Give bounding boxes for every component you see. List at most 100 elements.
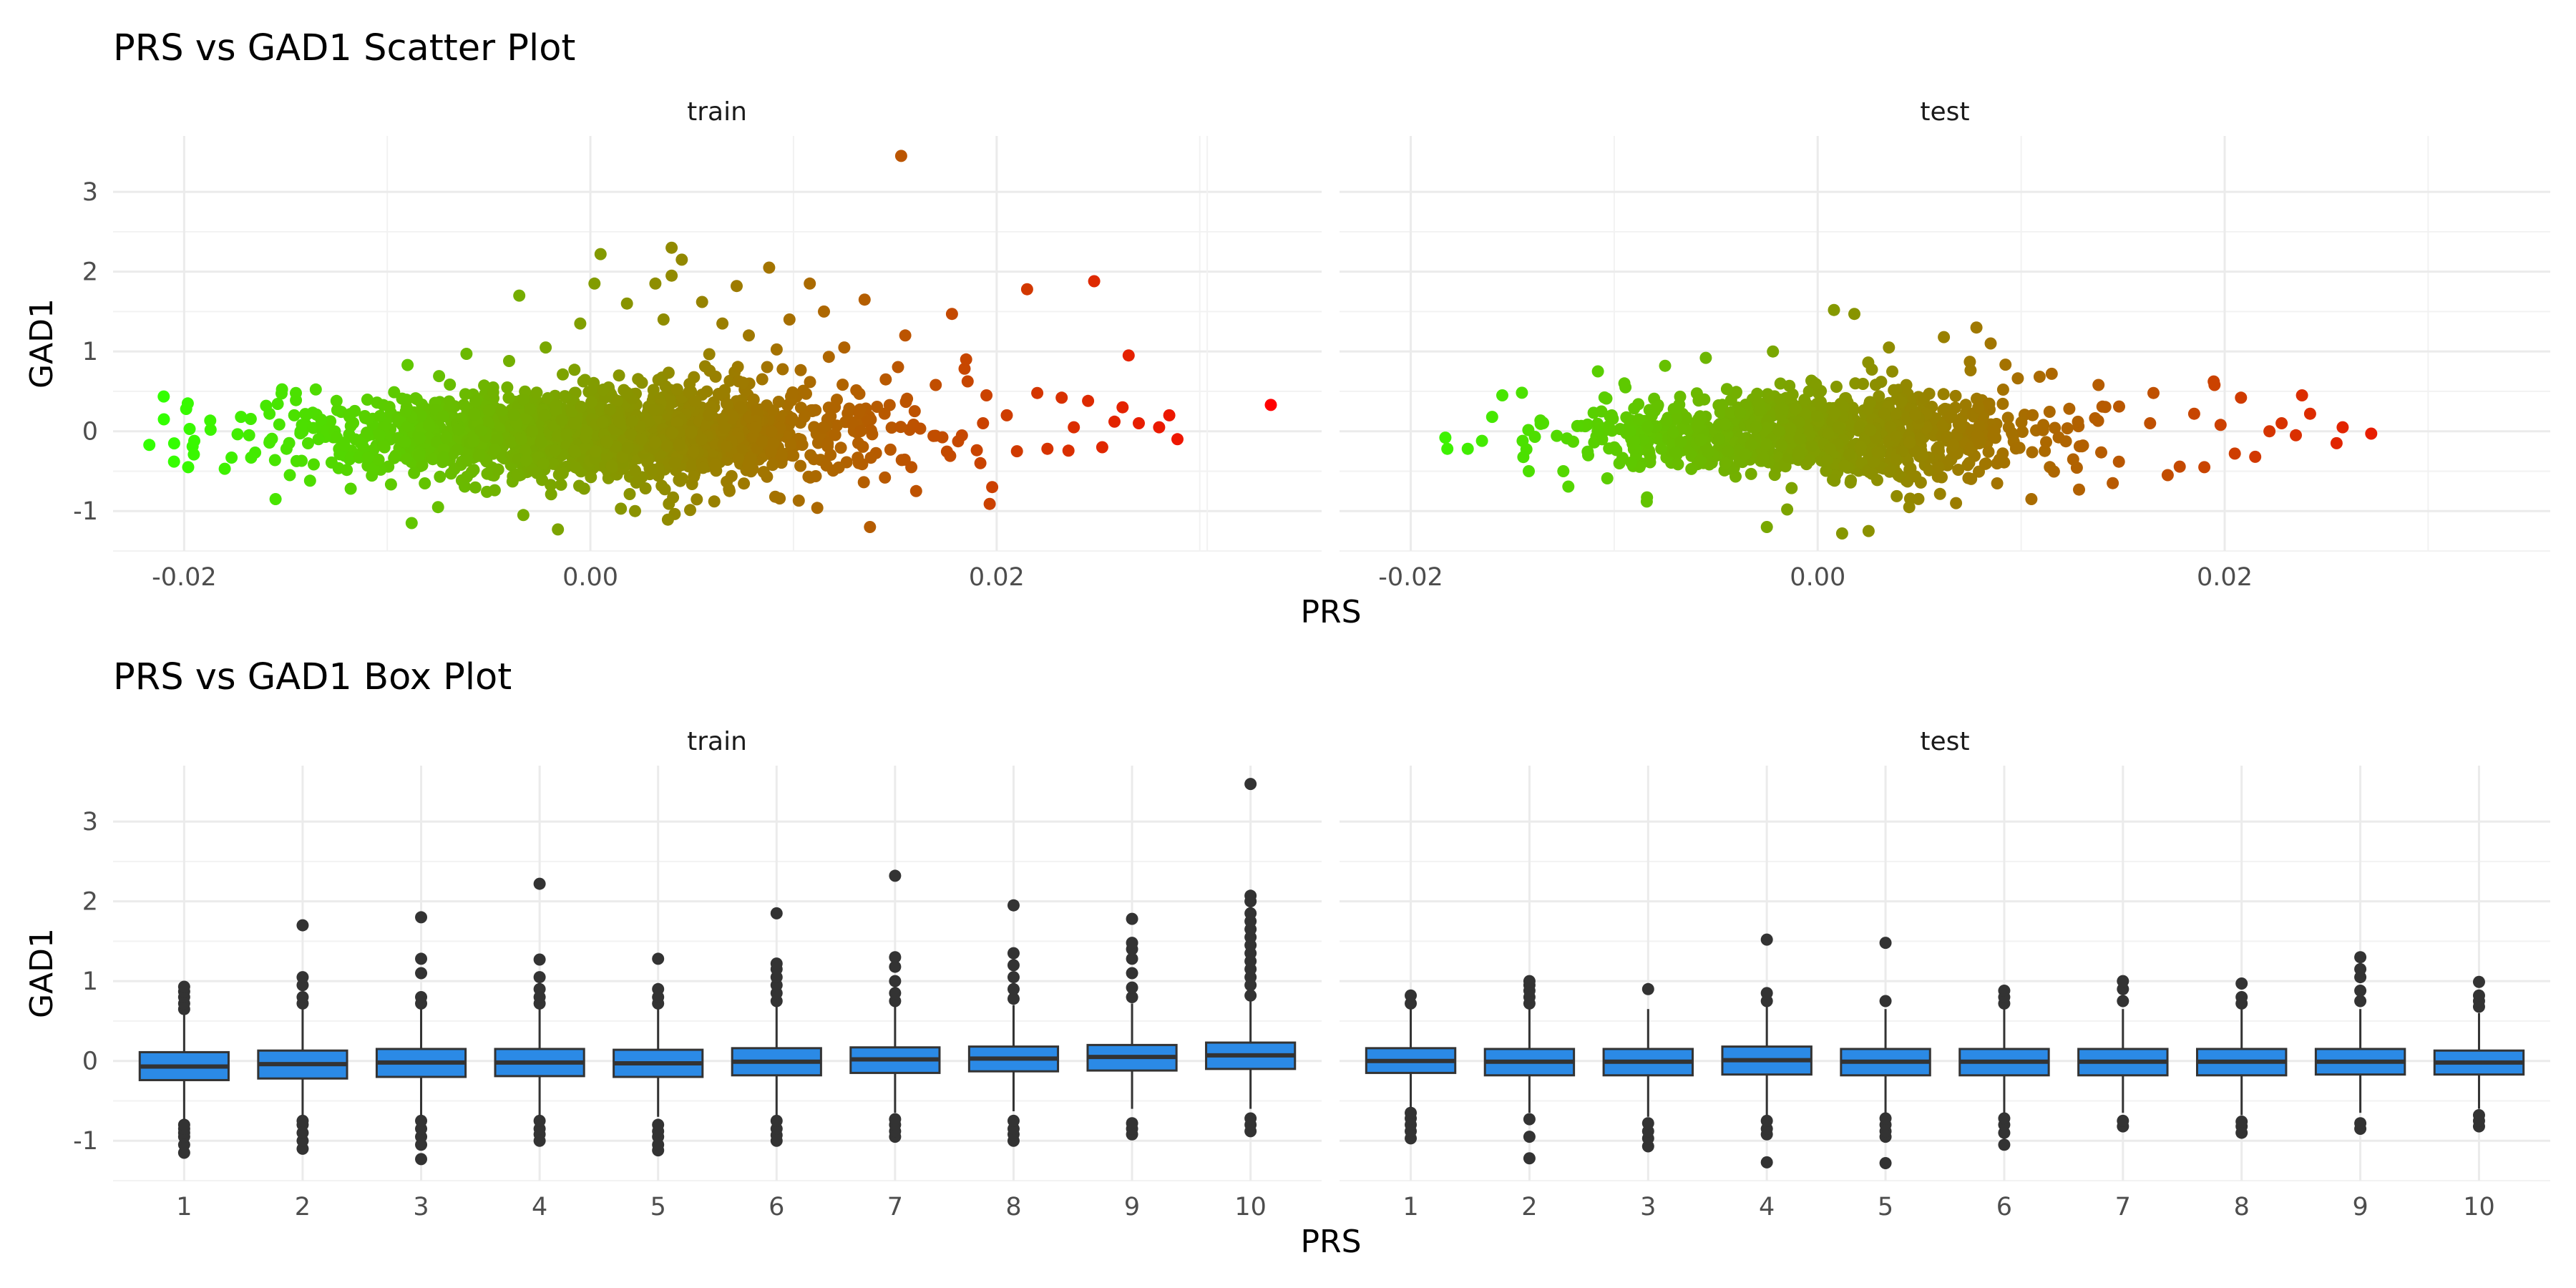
scatter-train-point (657, 313, 670, 326)
scatter-plot: PRS vs GAD1 Scatter Plot train test -1 0 1… (24, 27, 2550, 630)
scatter-train-point (604, 403, 616, 416)
scatter-test-point (2365, 427, 2378, 440)
scatter-test-point (1844, 476, 1857, 489)
scatter-test-point (2099, 401, 2112, 414)
box-train-outlier (770, 907, 783, 919)
scatter-test-point (1516, 386, 1528, 399)
scatter-test-point (1600, 392, 1613, 405)
scatter-test-point (2144, 417, 2157, 429)
scatter-train-point (769, 490, 781, 503)
scatter-test-point (2336, 421, 2349, 434)
scatter-train-point (620, 386, 633, 399)
scatter-test-point (1822, 427, 1835, 440)
box-x-axis-label: PRS (1300, 1224, 1361, 1260)
scatter-test-point (1996, 384, 2009, 396)
scatter-test-point (2025, 493, 2038, 505)
scatter-train-point (469, 481, 482, 494)
scatter-train-point (296, 454, 308, 467)
scatter-test-point (2187, 407, 2200, 420)
scatter-train-point (519, 412, 532, 425)
box-train-outlier (1007, 992, 1020, 1005)
scatter-test-point (1786, 388, 1799, 401)
scatter-train-point (732, 452, 745, 465)
box-train-x-tick-labels: 1 2 3 4 5 6 7 8 9 10 (176, 1193, 1267, 1221)
scatter-train-point (312, 433, 325, 446)
scatter-train-point (756, 373, 769, 386)
scatter-train-point (756, 435, 769, 448)
scatter-train-point (344, 482, 357, 495)
scatter-train-point (545, 479, 557, 492)
scatter-test-grid (1206, 136, 2550, 552)
scatter-test-point (1828, 303, 1840, 316)
box-y-tick-label: 3 (82, 808, 98, 836)
scatter-test-point (2161, 469, 2174, 482)
scatter-train-point (579, 374, 592, 386)
scatter-test-point (1694, 434, 1707, 447)
scatter-train-point (850, 384, 863, 396)
scatter-test-point (2330, 436, 2343, 449)
box-train-outlier (1126, 981, 1138, 994)
scatter-test-point (2044, 461, 2057, 474)
box-test-outlier (1998, 1112, 2011, 1125)
scatter-train-point (776, 363, 789, 376)
scatter-train-point (1068, 421, 1080, 434)
box-test-outlier (1879, 995, 1892, 1008)
box-train-outlier (415, 911, 428, 924)
box-test-outlier (2235, 977, 2248, 990)
scatter-train-point (405, 517, 418, 530)
scatter-test-point (1903, 436, 1916, 449)
scatter-train-point (834, 441, 847, 454)
box-strip-train: train (687, 727, 747, 756)
scatter-train-point (338, 439, 351, 452)
scatter-test-point (1937, 388, 1950, 401)
scatter-train-point (829, 401, 841, 414)
box-test-x-tick-labels: 1 2 3 4 5 6 7 8 9 10 (1402, 1193, 2494, 1221)
scatter-train-point (709, 459, 721, 471)
box-test-outlier (2472, 989, 2485, 1002)
scatter-test-point (1848, 308, 1860, 321)
scatter-test-point (1909, 470, 1922, 483)
scatter-train-point (325, 456, 338, 469)
scatter-train-point (649, 277, 662, 290)
scatter-train-point (809, 470, 822, 482)
scatter-train-point (914, 422, 927, 435)
scatter-test-point (1890, 489, 1903, 502)
scatter-train-point (331, 404, 343, 416)
scatter-train-point (573, 479, 585, 492)
box-test-outlier (1760, 987, 1773, 1000)
box-train-outlier (770, 1114, 783, 1127)
box-test-outlier (1879, 1112, 1892, 1125)
scatter-test-point (1591, 424, 1604, 437)
scatter-train-point (661, 439, 674, 452)
scatter-train-point (401, 420, 414, 433)
scatter-train-point (460, 348, 473, 360)
scatter-train-point (854, 425, 867, 437)
scatter-train-point (452, 423, 464, 436)
scatter-train-point (549, 444, 562, 457)
scatter-test-point (1722, 444, 1735, 457)
scatter-train-point (892, 361, 904, 374)
scatter-train-point (524, 402, 537, 415)
scatter-test-point (1750, 421, 1762, 434)
box-train-outlier (652, 1118, 665, 1131)
scatter-train-point (683, 386, 696, 399)
scatter-train-point (419, 477, 431, 489)
scatter-train-point (1062, 444, 1075, 457)
scatter-test-point (2112, 455, 2125, 468)
scatter-test-point (1591, 365, 1604, 378)
box-train-outlier (1007, 947, 1020, 960)
box-train-outlier (533, 953, 546, 966)
scatter-train-point (489, 444, 502, 456)
scatter-y-tick-label: -1 (73, 497, 98, 526)
box-test-outlier (2117, 1114, 2129, 1127)
box-x-tick-label: 6 (769, 1193, 784, 1221)
box-train-outlier (889, 951, 902, 964)
scatter-test-point (1936, 419, 1949, 431)
box-train-outlier (1007, 1114, 1020, 1127)
scatter-train-point (794, 364, 807, 376)
scatter-train-point (930, 379, 942, 391)
scatter-train-point (661, 513, 674, 526)
scatter-test-point (2016, 426, 2029, 438)
scatter-test-point (1601, 472, 1614, 484)
scatter-test-point (1713, 433, 1725, 446)
